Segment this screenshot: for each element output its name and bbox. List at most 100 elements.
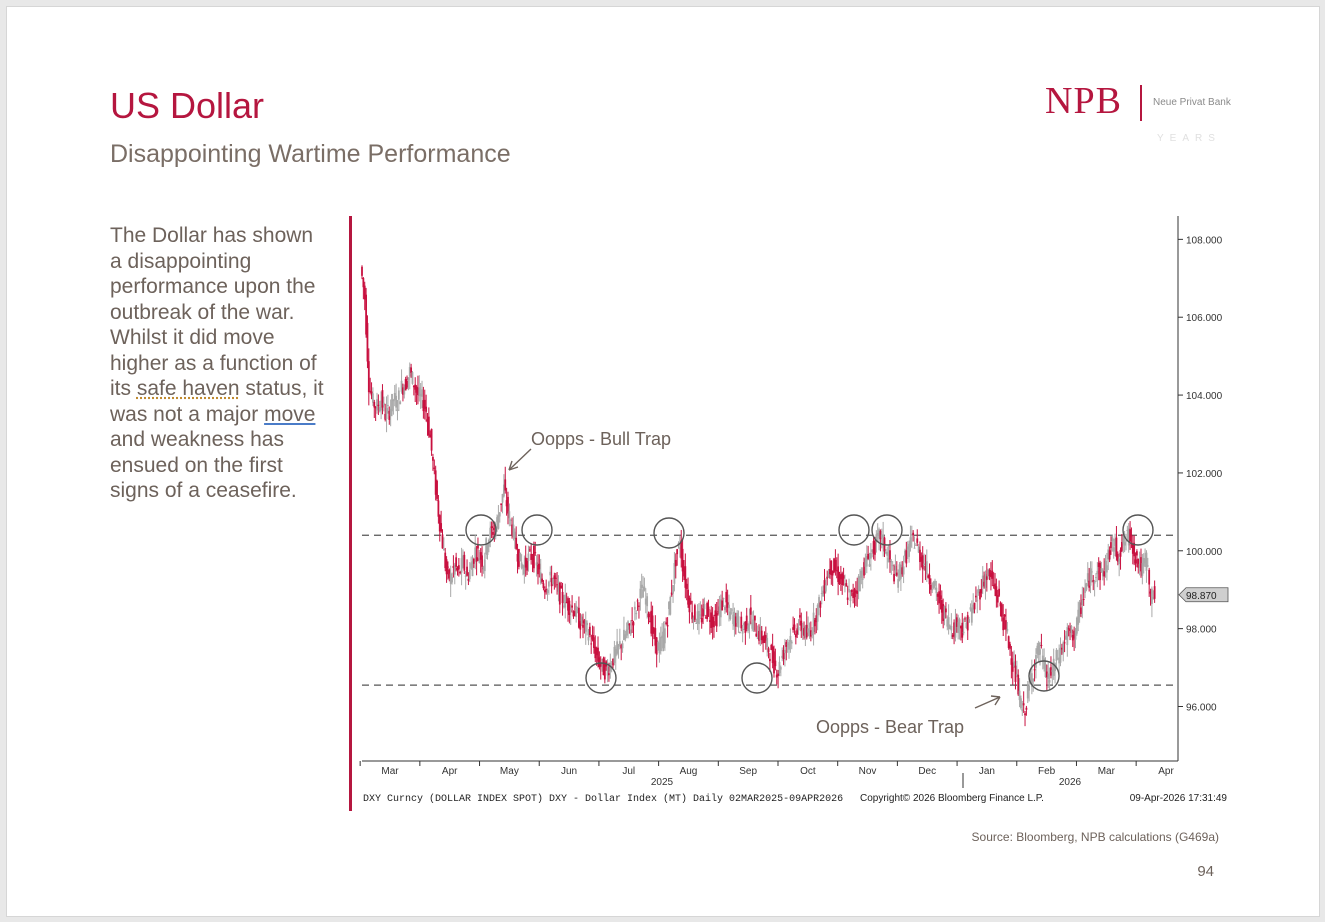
price-candle — [1082, 599, 1085, 601]
price-candle — [876, 532, 879, 536]
price-candle — [980, 588, 983, 594]
price-candle — [721, 600, 724, 611]
level-test-circle — [465, 514, 497, 546]
price-candle — [668, 602, 670, 610]
price-candle — [706, 603, 709, 619]
price-candle — [699, 614, 702, 616]
price-candle — [854, 591, 857, 593]
price-candle — [763, 634, 766, 643]
price-candle — [1043, 658, 1046, 669]
price-candle — [1017, 674, 1020, 695]
price-candle — [1011, 662, 1014, 672]
price-candle — [1144, 558, 1146, 564]
price-candle — [1115, 537, 1118, 558]
price-candle — [879, 530, 882, 540]
price-candle — [616, 641, 619, 654]
price-candle — [865, 556, 868, 567]
price-candle — [524, 557, 527, 568]
price-candle — [975, 595, 977, 598]
price-candle — [1141, 563, 1144, 576]
price-candle — [467, 578, 470, 581]
price-candle — [550, 578, 553, 587]
price-candle — [889, 550, 891, 560]
price-candle — [1062, 642, 1065, 654]
price-candle — [878, 529, 880, 539]
price-candle — [891, 565, 894, 567]
price-candle — [362, 278, 365, 288]
price-candle — [513, 531, 516, 539]
price-candle — [663, 628, 666, 644]
price-candle — [999, 602, 1002, 607]
price-candle — [580, 616, 583, 624]
price-candle — [920, 556, 923, 562]
price-candle — [849, 590, 852, 602]
price-candle — [421, 389, 423, 397]
price-candle — [741, 628, 744, 634]
price-candle — [546, 589, 549, 593]
price-candle — [710, 612, 713, 628]
price-candle — [1075, 617, 1078, 634]
price-candle — [429, 434, 432, 438]
price-candle — [543, 590, 546, 593]
price-candle — [1074, 629, 1077, 640]
price-candle — [516, 554, 519, 562]
price-candle — [621, 643, 624, 649]
price-candle — [736, 612, 739, 624]
price-candle — [665, 622, 668, 625]
price-candle — [819, 602, 822, 608]
price-candle — [564, 594, 567, 608]
price-candle — [759, 626, 762, 640]
price-candle — [669, 596, 672, 615]
price-candle — [1122, 535, 1125, 544]
price-candle — [985, 576, 988, 580]
price-candle — [382, 402, 385, 406]
price-candle — [1134, 559, 1137, 564]
price-candle — [966, 615, 969, 631]
x-tick-label: Aug — [680, 766, 698, 777]
y-tick-label: 104.000 — [1186, 391, 1223, 402]
accent-line — [349, 216, 352, 811]
price-candle — [411, 372, 414, 384]
price-candle — [984, 574, 987, 588]
price-candle — [1118, 558, 1121, 565]
price-candle — [939, 595, 942, 599]
price-candle — [462, 555, 464, 568]
source-note: Source: Bloomberg, NPB calculations (G46… — [971, 830, 1219, 844]
price-candle — [1088, 580, 1091, 588]
bull-trap-arrow — [508, 448, 532, 471]
price-candle — [1010, 658, 1013, 665]
price-candle — [1110, 542, 1112, 549]
price-candle — [532, 545, 535, 569]
price-candle — [1111, 536, 1114, 542]
body-text-part: The Dollar has shown a disappointing per… — [110, 224, 317, 400]
price-candle — [501, 494, 504, 503]
price-candle — [800, 620, 803, 632]
price-candle — [899, 564, 902, 579]
price-candle — [841, 573, 844, 585]
price-candle — [719, 599, 722, 618]
price-candle — [374, 407, 377, 409]
price-candle — [404, 379, 407, 391]
price-candle — [407, 377, 410, 380]
npb-logo: 25 NPB Neue Privat Bank YEARS — [1045, 70, 1235, 147]
price-candle — [654, 628, 657, 646]
grammar-word: move — [264, 402, 316, 426]
x-tick-label: Sep — [739, 766, 757, 777]
price-candle — [417, 388, 419, 396]
price-candle — [737, 616, 740, 628]
price-candle — [755, 633, 758, 637]
price-candle — [748, 621, 751, 626]
price-candle — [1105, 565, 1108, 573]
price-candle — [662, 631, 665, 649]
price-candle — [624, 634, 627, 640]
price-candle — [717, 611, 719, 613]
level-test-circle — [1122, 514, 1154, 546]
price-candle — [372, 393, 374, 403]
page-number: 94 — [1197, 863, 1214, 880]
price-candle — [723, 606, 726, 611]
price-candle — [1142, 558, 1145, 567]
price-candle — [553, 575, 556, 579]
price-candle — [1119, 549, 1122, 557]
price-candle — [951, 634, 954, 638]
body-text-part: status, it was not a major — [110, 377, 324, 426]
